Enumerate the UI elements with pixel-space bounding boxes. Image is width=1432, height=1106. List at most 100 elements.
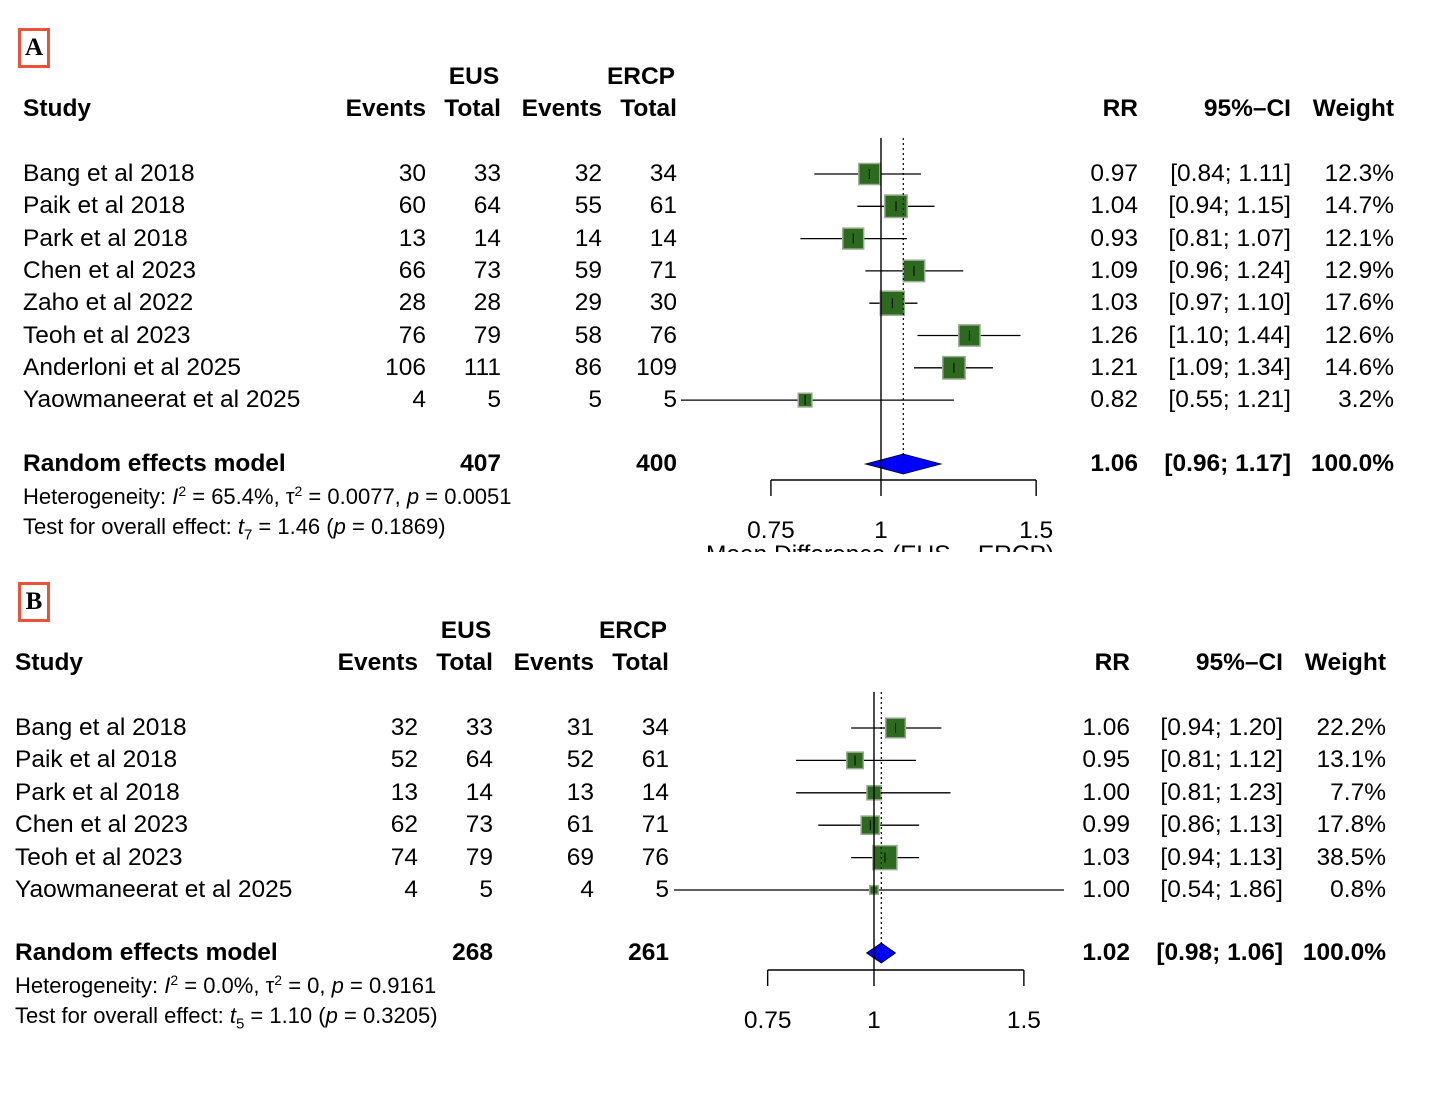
eus-events-value: 52 — [390, 746, 418, 774]
rr-value: 1.26 — [1090, 321, 1138, 349]
ci-value: [0.94; 1.13] — [1160, 843, 1283, 871]
eus-events-value: 30 — [398, 160, 426, 187]
pooled-rr: 1.06 — [1090, 450, 1138, 477]
group-header-ercp: ERCP — [598, 617, 668, 644]
eus-events-value: 13 — [398, 224, 426, 252]
rr-value: 0.97 — [1090, 160, 1138, 187]
eus-total-value: 28 — [473, 289, 501, 317]
study-name: Yaowmaneerat et al 2025 — [15, 876, 293, 903]
ercp-total-value: 109 — [636, 353, 677, 381]
column-header-ercp-total: Total — [620, 95, 677, 122]
ci-value: [0.94; 1.20] — [1160, 714, 1283, 741]
ercp-events-value: 59 — [574, 256, 602, 284]
eus-events-value: 4 — [404, 876, 418, 903]
rr-value: 1.09 — [1090, 256, 1138, 284]
eus-total-value: 5 — [479, 876, 493, 903]
ci-value: [0.81; 1.23] — [1160, 778, 1283, 806]
ercp-events-value: 52 — [566, 746, 594, 774]
column-header-weight: Weight — [1304, 649, 1386, 676]
ci-value: [0.84; 1.11] — [1170, 160, 1291, 187]
study-name: Bang et al 2018 — [15, 714, 187, 741]
eus-events-value: 60 — [398, 192, 426, 220]
column-header-ci: 95%–CI — [1195, 649, 1283, 676]
pooled-weight: 100.0% — [1310, 450, 1394, 477]
overall-effect-test: Test for overall effect: t7 = 1.46 (p = … — [23, 514, 446, 544]
pooled-ci: [0.98; 1.06] — [1156, 939, 1283, 966]
weight-value: 12.3% — [1324, 160, 1394, 187]
x-tick-label: 1.5 — [1019, 517, 1054, 544]
study-name: Paik et al 2018 — [15, 746, 178, 774]
ercp-total-value: 76 — [641, 843, 669, 871]
forest-plot-canvas — [681, 138, 1037, 496]
ercp-events-value: 61 — [566, 811, 594, 839]
weight-value: 12.6% — [1324, 321, 1394, 349]
eus-total-value: 73 — [473, 256, 501, 284]
forest-plot-canvas — [674, 692, 1064, 986]
x-tick-label: 0.75 — [747, 517, 795, 544]
rr-value: 1.00 — [1082, 876, 1130, 903]
x-tick-label: 1 — [874, 517, 888, 544]
eus-total-value: 79 — [473, 321, 501, 349]
column-header-ercp-events: Events — [521, 95, 602, 122]
ercp-events-value: 58 — [574, 321, 602, 349]
column-header-ci: 95%–CI — [1203, 95, 1291, 122]
column-header-eus-events: Events — [337, 649, 418, 676]
heterogeneity-statistics: Heterogeneity: I2 = 0.0%, τ2 = 0, p = 0.… — [15, 972, 437, 998]
ercp-events-value: 69 — [566, 843, 594, 871]
study-name: Paik et al 2018 — [23, 192, 186, 220]
column-header-eus-total: Total — [444, 95, 501, 122]
eus-total-value: 33 — [465, 714, 493, 741]
eus-events-value: 28 — [398, 289, 426, 317]
ci-value: [0.97; 1.10] — [1168, 289, 1291, 317]
column-header-ercp-total: Total — [612, 649, 669, 676]
ci-value: [0.94; 1.15] — [1168, 192, 1291, 220]
ercp-total-value: 71 — [641, 811, 669, 839]
ci-value: [0.55; 1.21] — [1168, 386, 1291, 414]
column-header-rr: RR — [1094, 649, 1130, 676]
weight-value: 17.6% — [1324, 289, 1394, 317]
eus-total-value: 64 — [473, 192, 501, 220]
eus-events-value: 74 — [390, 843, 418, 871]
eus-events-value: 32 — [390, 714, 418, 741]
ci-value: [0.54; 1.86] — [1160, 876, 1283, 903]
eus-events-value: 106 — [385, 353, 426, 381]
study-name: Park et al 2018 — [15, 778, 180, 806]
ci-value: [0.81; 1.07] — [1168, 224, 1291, 252]
group-header-ercp: ERCP — [606, 63, 676, 90]
ercp-events-value: 4 — [580, 876, 594, 903]
study-name: Anderloni et al 2025 — [23, 353, 241, 381]
ercp-events-value: 5 — [588, 386, 602, 414]
rr-value: 1.03 — [1090, 289, 1138, 317]
weight-value: 13.1% — [1316, 746, 1386, 774]
ercp-total-value: 34 — [641, 714, 669, 741]
pooled-weight: 100.0% — [1302, 939, 1386, 966]
weight-value: 22.2% — [1316, 714, 1386, 741]
ercp-total-value: 30 — [649, 289, 677, 317]
panel-label: B — [18, 582, 50, 622]
column-header-study: Study — [15, 649, 84, 676]
ercp-total-value: 61 — [641, 746, 669, 774]
study-name: Teoh et al 2023 — [23, 321, 191, 349]
study-name: Bang et al 2018 — [23, 160, 195, 187]
pooled-label: Random effects model — [23, 450, 286, 477]
ercp-total-value: 61 — [649, 192, 677, 220]
ercp-total-value: 14 — [641, 778, 669, 806]
ci-value: [0.86; 1.13] — [1160, 811, 1283, 839]
ci-value: [0.96; 1.24] — [1168, 256, 1291, 284]
panel-label: A — [18, 28, 50, 68]
rr-value: 0.93 — [1090, 224, 1138, 252]
pooled-eus-total: 407 — [460, 450, 501, 477]
eus-total-value: 79 — [465, 843, 493, 871]
rr-value: 1.00 — [1082, 778, 1130, 806]
column-header-weight: Weight — [1312, 95, 1394, 122]
pooled-ercp-total: 261 — [628, 939, 669, 966]
ercp-total-value: 14 — [649, 224, 677, 252]
weight-value: 14.7% — [1324, 192, 1394, 220]
ercp-events-value: 55 — [574, 192, 602, 220]
weight-value: 12.9% — [1324, 256, 1394, 284]
eus-total-value: 14 — [465, 778, 493, 806]
ercp-total-value: 71 — [649, 256, 677, 284]
eus-events-value: 76 — [398, 321, 426, 349]
pooled-ci: [0.96; 1.17] — [1164, 450, 1291, 477]
rr-value: 1.03 — [1082, 843, 1130, 871]
